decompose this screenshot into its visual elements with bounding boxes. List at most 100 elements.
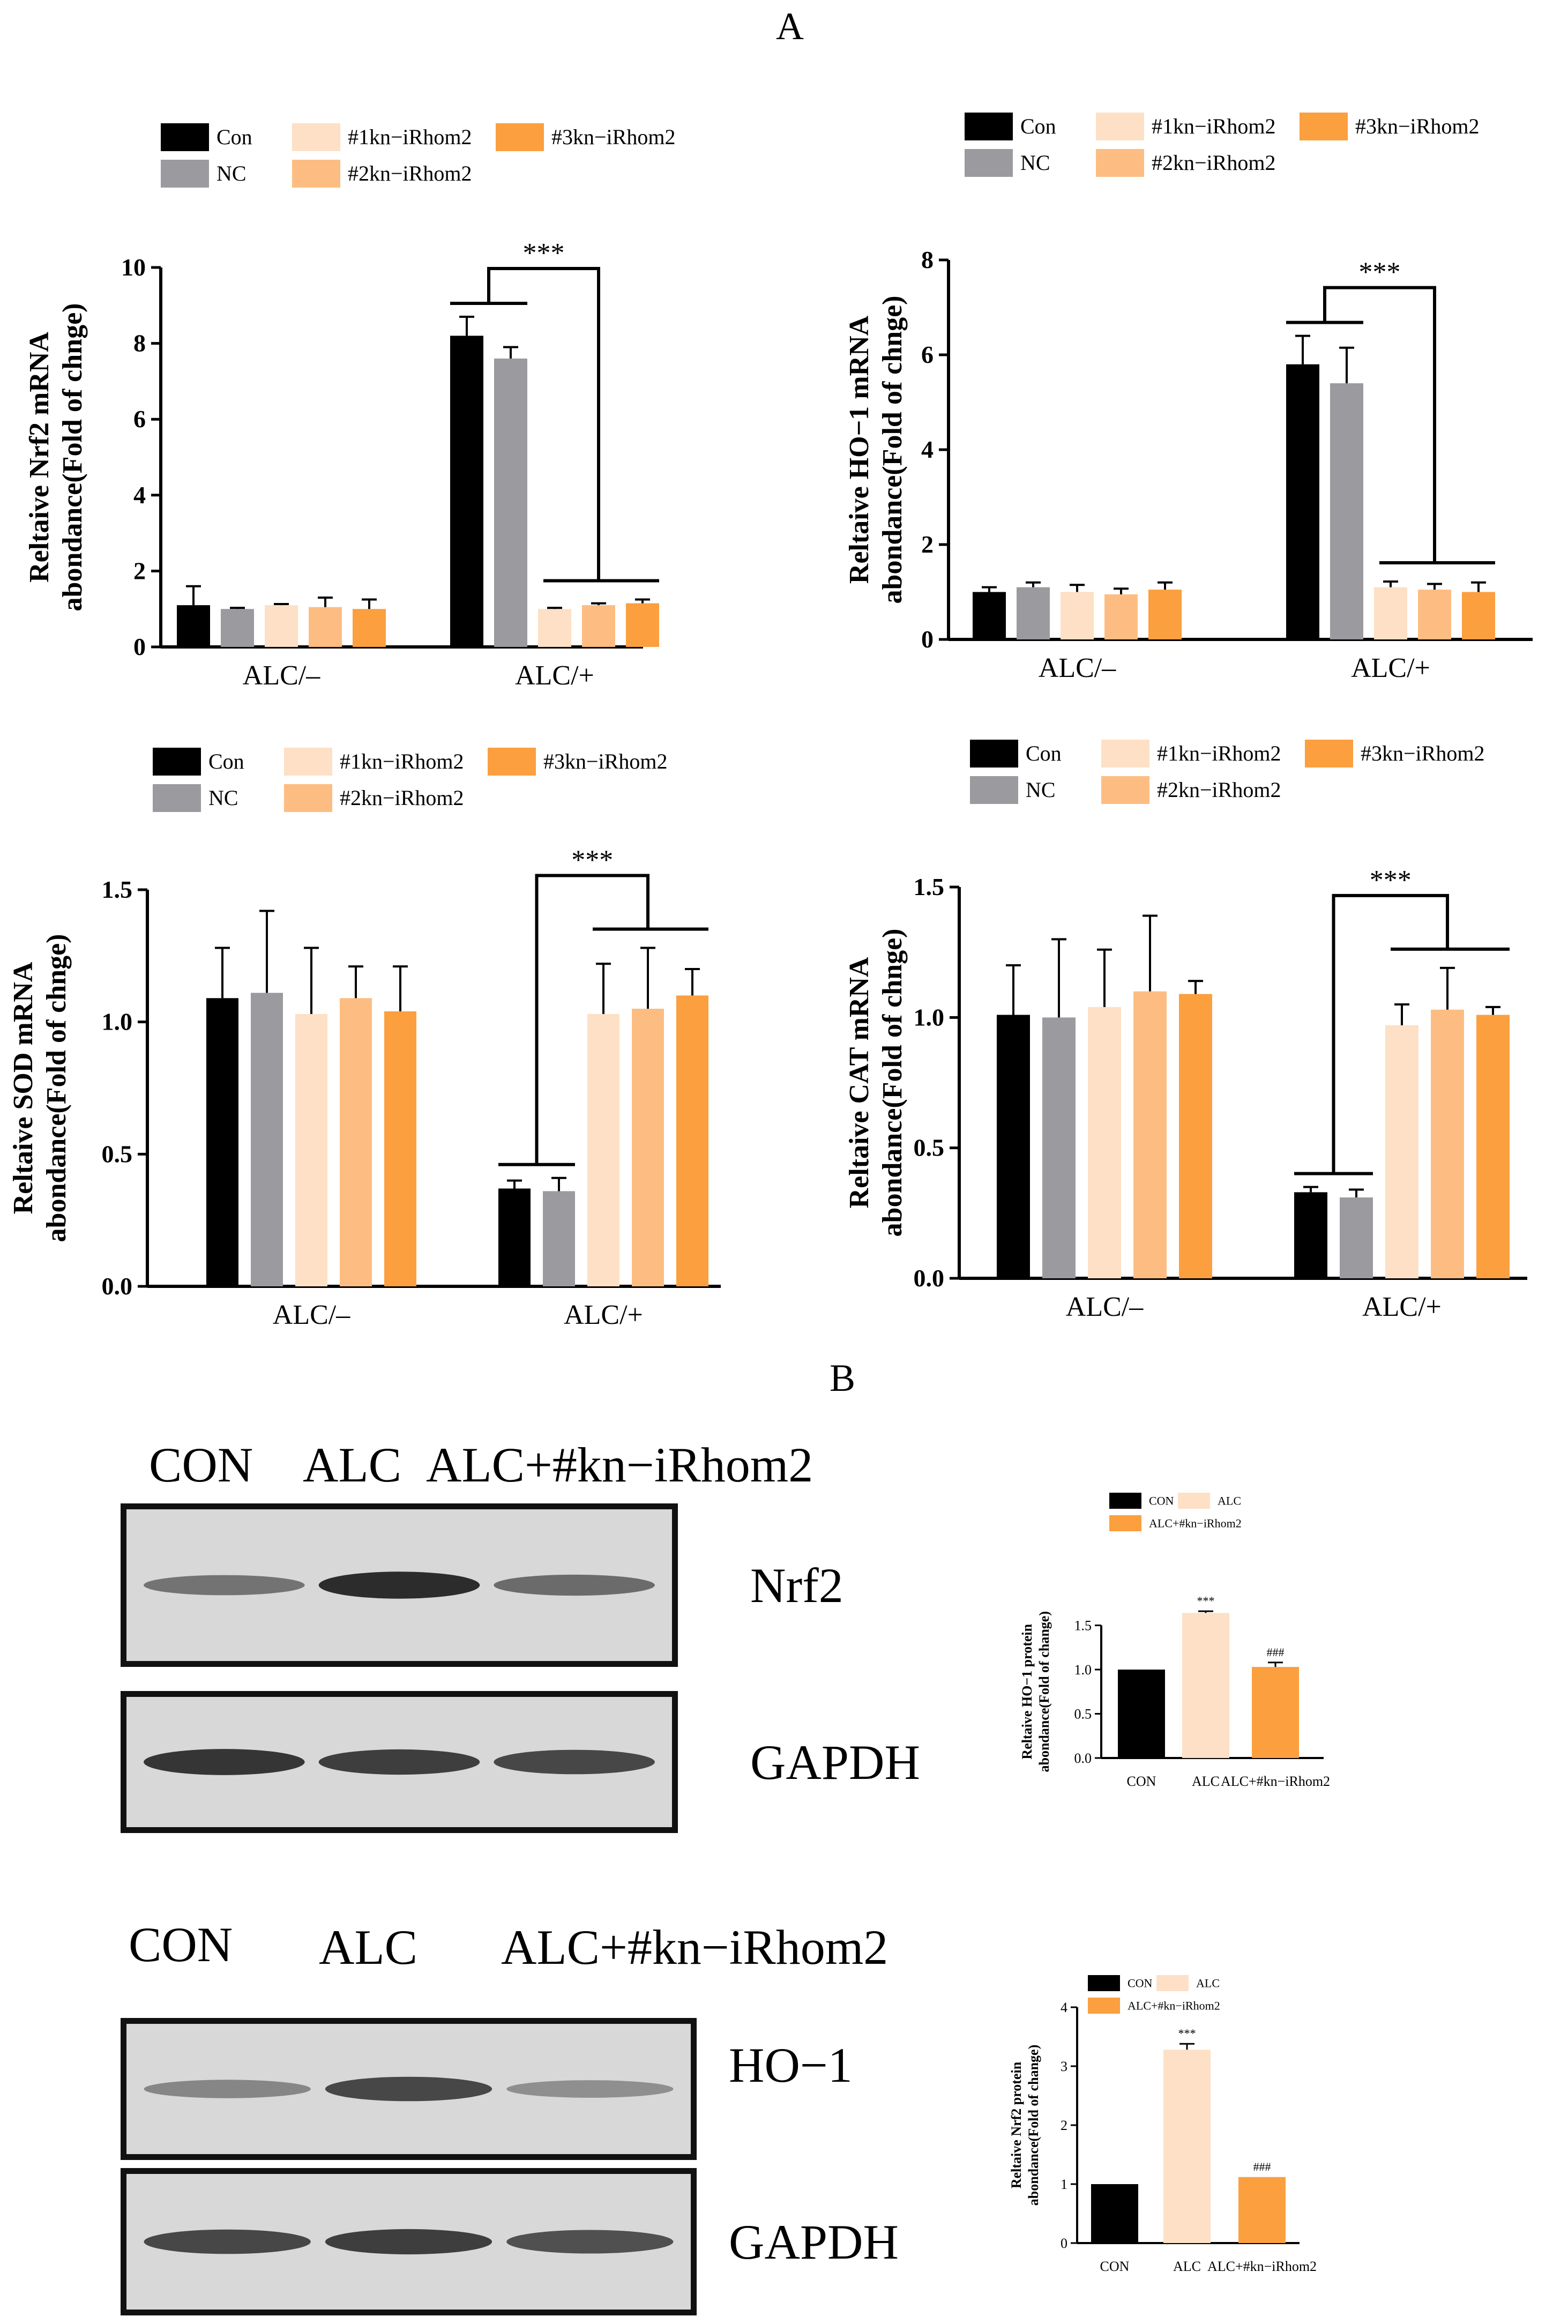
- y-tick-label: 4: [133, 481, 146, 509]
- x-tick-label: ALC+#kn−iRhom2: [1207, 2259, 1317, 2274]
- legend-swatch: [161, 123, 209, 151]
- legend-label: #2kn−iRhom2: [348, 161, 472, 185]
- bar-2kniRhom2-alc-plus: [582, 605, 615, 647]
- y-tick-label: 0: [133, 633, 146, 660]
- bar-3kniRhom2-alc-minus: [353, 609, 386, 647]
- blot1-lane-con: CON: [149, 1437, 253, 1492]
- legend-label: ALC+#kn−iRhom2: [1128, 1999, 1220, 2013]
- bar-alc: [1182, 1613, 1229, 1758]
- protein-chart-1-legend: CON ALC ALC+#kn−iRhom2: [1109, 1493, 1242, 1531]
- legend-swatch: [965, 149, 1013, 177]
- blot2-lane-con: CON: [129, 1917, 233, 1972]
- legend-swatch: [1096, 149, 1144, 177]
- bar-NC-alc-minus: [1017, 587, 1050, 639]
- y-tick-label: 0.0: [914, 1264, 945, 1292]
- bar-2kniRhom2-alc-minus: [1104, 594, 1138, 639]
- y-tick-label: 0.5: [102, 1140, 133, 1167]
- significance-label: ***: [1370, 865, 1412, 896]
- y-tick-label: 10: [121, 254, 146, 281]
- mrna-chart-3-legend: Con NC #1kn−iRhom2 #2kn−iRhom2 #3kn−iRhom2: [153, 748, 667, 812]
- band-blot1-gapdh-lane1: [144, 1749, 305, 1775]
- x-tick-label: ALC: [1192, 1774, 1220, 1789]
- y-tick-label: 0.0: [102, 1272, 133, 1300]
- mrna-chart-3: 0.0 0.5 1.0 1.5 Reltaive SOD mRNA abondance(F…: [8, 845, 721, 1330]
- bar-NC-alc-plus: [1340, 1197, 1373, 1278]
- legend-label: #1kn−iRhom2: [348, 125, 472, 149]
- bar-NC-alc-minus: [251, 993, 283, 1286]
- bracket-line: [1323, 286, 1436, 563]
- mrna-chart-4-legend: Con NC #1kn−iRhom2 #2kn−iRhom2 #3kn−iRhom2: [970, 740, 1484, 804]
- y-axis-label: abondance(Fold of chnge): [877, 296, 908, 604]
- bar-con: [1118, 1670, 1165, 1758]
- legend-label: ALC: [1218, 1494, 1241, 1508]
- band-blot2-gapdh-lane3: [506, 2230, 674, 2254]
- significance-label: ***: [1359, 257, 1401, 288]
- bar-1kniRhom2-alc-plus: [538, 609, 571, 647]
- legend-label: #2kn−iRhom2: [1157, 778, 1281, 802]
- bar-1kniRhom2-alc-minus: [265, 605, 298, 647]
- x-tick-label: ALC/+: [1362, 1292, 1442, 1322]
- y-tick-label: 0: [1061, 2236, 1067, 2251]
- legend-label: #3kn−iRhom2: [1361, 741, 1484, 765]
- bar-alc: [1163, 2050, 1211, 2243]
- legend-label: CON: [1149, 1494, 1174, 1508]
- significance-label: ***: [1178, 2027, 1196, 2040]
- legend-swatch: [1156, 1975, 1189, 1991]
- legend-swatch: [1305, 740, 1353, 768]
- bar-3kniRhom2-alc-plus: [676, 995, 708, 1286]
- y-tick-label: 0.5: [914, 1134, 945, 1161]
- bar-Con-alc-plus: [1294, 1192, 1327, 1278]
- legend-swatch: [1088, 1975, 1120, 1991]
- band-blot2-ho1-lane3: [506, 2080, 674, 2098]
- y-axis-label: abondance(Fold of change): [1036, 1611, 1052, 1772]
- y-tick-label: 0.5: [1074, 1707, 1092, 1722]
- bar-2kniRhom2-alc-minus: [340, 998, 372, 1286]
- blot1-nrf2-label: Nrf2: [750, 1558, 843, 1613]
- legend-swatch: [284, 748, 332, 776]
- significance-label: ***: [523, 238, 565, 269]
- x-tick-label: ALC/+: [1351, 653, 1430, 683]
- y-tick-label: 2: [133, 557, 146, 584]
- legend-swatch: [153, 784, 201, 812]
- protein-chart-2-legend: CON ALC ALC+#kn−iRhom2: [1088, 1975, 1220, 2014]
- legend-swatch: [488, 748, 536, 776]
- y-tick-label: 8: [921, 246, 934, 273]
- x-tick-label: ALC+#kn−iRhom2: [1221, 1774, 1330, 1789]
- bar-2kniRhom2-alc-plus: [1431, 1009, 1464, 1278]
- x-tick-label: ALC/–: [1066, 1292, 1144, 1322]
- bar-1kniRhom2-alc-plus: [587, 1014, 619, 1286]
- bar-Con-alc-minus: [973, 592, 1006, 639]
- y-tick-label: 1.0: [914, 1003, 945, 1031]
- bar-Con-alc-plus: [1286, 364, 1319, 639]
- legend-swatch: [1096, 113, 1144, 140]
- x-tick-label: CON: [1100, 2259, 1130, 2274]
- legend-swatch: [1101, 776, 1149, 804]
- panel-label-b: B: [830, 1357, 856, 1399]
- band-blot1-nrf2-lane3: [494, 1574, 655, 1596]
- significance-label: ***: [1197, 1594, 1215, 1607]
- legend-swatch: [1109, 1493, 1141, 1509]
- y-axis-label: Reltaive HO−1 mRNA: [844, 315, 875, 584]
- y-axis-label: abondance(Fold of change): [1026, 2045, 1041, 2206]
- legend-label: Con: [1020, 114, 1056, 138]
- y-tick-label: 1.0: [1074, 1662, 1092, 1678]
- legend-swatch: [970, 740, 1018, 768]
- band-blot1-gapdh-lane2: [318, 1749, 480, 1775]
- bracket-line: [1332, 893, 1449, 1174]
- y-tick-label: 6: [133, 405, 146, 433]
- bar-NC-alc-plus: [1330, 383, 1363, 639]
- legend-swatch: [970, 776, 1018, 804]
- bar-2kniRhom2-alc-plus: [632, 1009, 664, 1286]
- mrna-chart-1-significance: ***: [450, 238, 659, 583]
- y-axis-label: abondance(Fold of chnge): [57, 303, 88, 612]
- y-tick-label: 0: [921, 625, 934, 653]
- legend-swatch: [292, 160, 340, 188]
- legend-swatch: [965, 113, 1013, 140]
- x-tick-label: ALC/–: [1039, 653, 1116, 683]
- band-blot2-gapdh-lane1: [144, 2229, 311, 2254]
- bar-con: [1091, 2184, 1138, 2243]
- bar-1kniRhom2-alc-minus: [1061, 592, 1094, 639]
- y-tick-label: 4: [921, 436, 934, 463]
- y-tick-label: 1.5: [102, 876, 133, 903]
- bar-1kniRhom2-alc-minus: [295, 1014, 327, 1286]
